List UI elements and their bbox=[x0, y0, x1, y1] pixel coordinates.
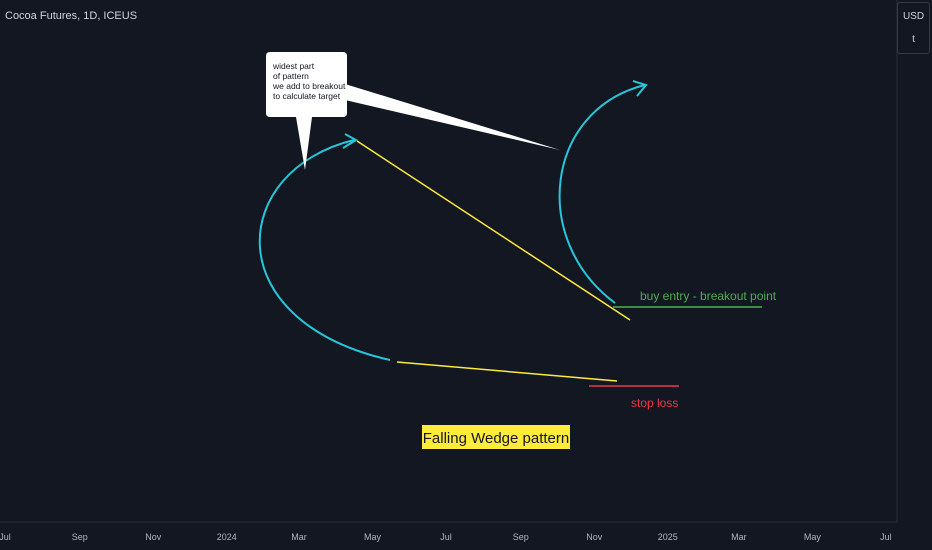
callout-line: of pattern bbox=[273, 71, 309, 81]
symbol-title[interactable]: Cocoa Futures, 1D, ICEUS bbox=[5, 10, 138, 22]
x-tick-label: Sep bbox=[513, 532, 529, 542]
right-target-arc bbox=[558, 84, 646, 304]
left-width-arc bbox=[258, 139, 391, 361]
pattern-label: Falling Wedge pattern bbox=[423, 430, 569, 447]
unit-label: t bbox=[912, 34, 915, 45]
stop-annotation: stop loss bbox=[631, 396, 678, 410]
x-tick-label: 2024 bbox=[217, 532, 237, 542]
currency-selector[interactable]: USD t bbox=[897, 2, 930, 54]
x-tick-label: Nov bbox=[145, 532, 162, 542]
x-tick-label: Mar bbox=[291, 532, 307, 542]
x-tick-label: Sep bbox=[72, 532, 88, 542]
currency-label: USD bbox=[902, 11, 925, 22]
entry-annotation: buy entry - breakout point bbox=[640, 289, 777, 303]
callout-line: to calculate target bbox=[273, 91, 341, 101]
callout-pointer bbox=[345, 84, 560, 150]
callout-line: widest part bbox=[272, 61, 315, 71]
x-tick-label: May bbox=[804, 532, 822, 542]
x-tick-label: Jul bbox=[880, 532, 892, 542]
x-tick-label: Nov bbox=[586, 532, 603, 542]
pattern-label-box bbox=[422, 425, 570, 449]
x-tick-label: Jul bbox=[440, 532, 452, 542]
x-tick-label: Jul bbox=[0, 532, 11, 542]
left-arc-arrowhead bbox=[342, 133, 358, 149]
callout-line: we add to breakout bbox=[272, 81, 346, 91]
x-tick-label: 2025 bbox=[658, 532, 678, 542]
right-arc-arrowhead bbox=[632, 80, 648, 97]
wedge-lower-line bbox=[396, 361, 618, 382]
x-tick-label: May bbox=[364, 532, 382, 542]
wedge-upper-line bbox=[356, 140, 631, 321]
x-tick-label: Mar bbox=[731, 532, 747, 542]
callout-bubble bbox=[266, 52, 347, 170]
